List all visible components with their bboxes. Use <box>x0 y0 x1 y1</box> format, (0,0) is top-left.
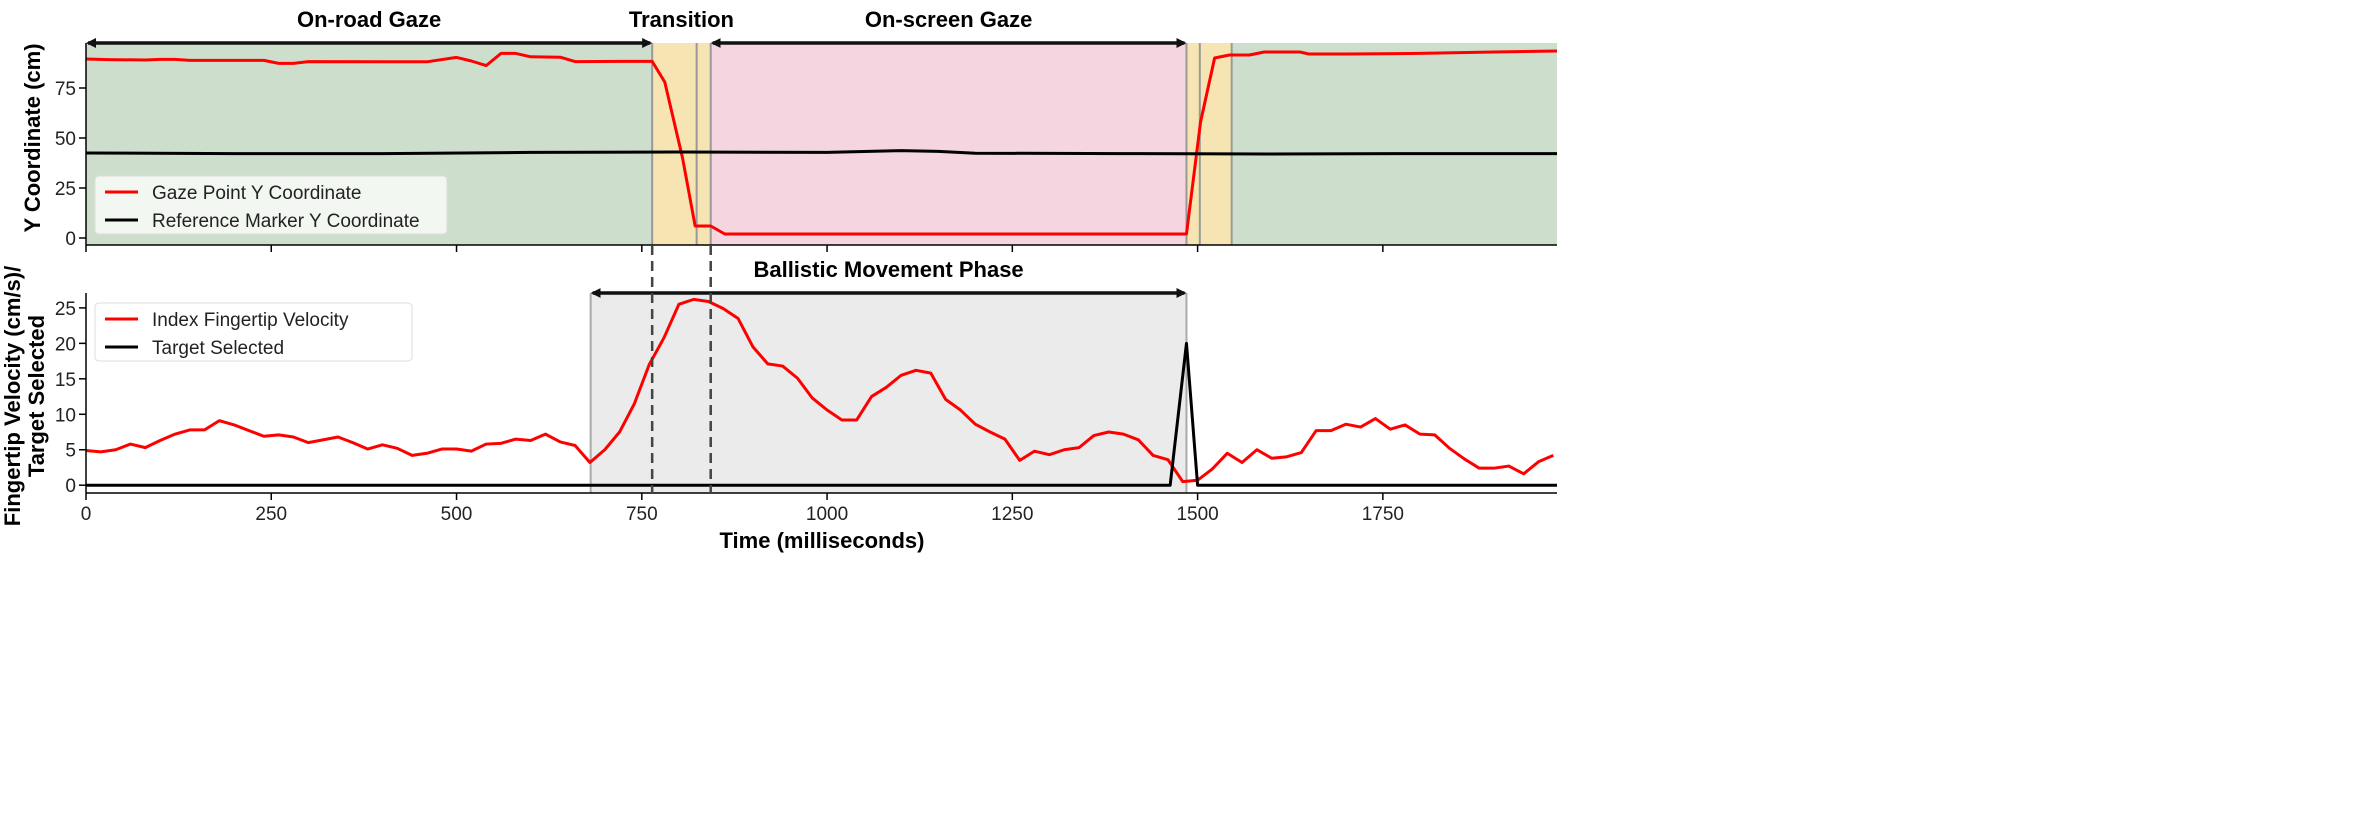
top-y-axis-label: Y Coordinate (cm) <box>20 43 45 232</box>
shaded-region <box>1186 43 1232 245</box>
shaded-region <box>1231 43 1557 245</box>
legend-box <box>94 302 413 362</box>
legend-entry: Gaze Point Y Coordinate <box>152 183 362 204</box>
y-tick-label: 20 <box>55 334 76 355</box>
legend-entry: Target Selected <box>152 338 284 359</box>
annotation-label: On-road Gaze <box>297 7 441 32</box>
legend: Index Fingertip Velocity Target Selected <box>94 302 413 362</box>
shaded-region <box>590 293 1187 493</box>
y-tick-label: 10 <box>55 405 76 426</box>
annotation-label: Transition <box>629 7 734 32</box>
y-tick-label: 0 <box>65 476 76 497</box>
y-tick-label: 0 <box>65 229 76 250</box>
y-tick-label: 25 <box>55 179 76 200</box>
annotation-label: On-screen Gaze <box>865 7 1033 32</box>
y-tick-label: 25 <box>55 299 76 320</box>
legend-entry: Reference Marker Y Coordinate <box>152 211 420 232</box>
x-tick-label: 1000 <box>806 504 848 525</box>
annotation-label: Ballistic Movement Phase <box>753 257 1023 282</box>
y-tick-label: 50 <box>55 129 76 150</box>
x-axis-label: Time (milliseconds) <box>720 528 925 553</box>
x-tick-label: 1250 <box>991 504 1033 525</box>
x-tick-label: 250 <box>255 504 287 525</box>
x-tick-label: 0 <box>81 504 92 525</box>
bottom-y-axis-label-line2: Target Selected <box>24 315 49 477</box>
series-line-target-selected <box>86 341 1557 487</box>
x-tick-label: 750 <box>626 504 658 525</box>
y-tick-label: 5 <box>65 441 76 462</box>
series-line-gaze-point-y-coordinate <box>85 49 1558 236</box>
series-line-index-fingertip-velocity <box>85 297 1554 484</box>
y-tick-label: 15 <box>55 370 76 391</box>
shaded-region <box>710 43 1187 245</box>
bottom-y-axis-label-line1: Fingertip Velocity (cm/s)/ <box>0 266 25 526</box>
legend-entry: Index Fingertip Velocity <box>152 310 349 331</box>
x-tick-label: 1750 <box>1362 504 1404 525</box>
x-tick-label: 1500 <box>1176 504 1218 525</box>
x-tick-label: 500 <box>441 504 473 525</box>
legend: Gaze Point Y Coordinate Reference Marker … <box>94 175 448 235</box>
series-line-reference-marker-y-coordinate <box>85 149 1557 156</box>
top-panel: 0 25 50 75 On-road Gaze Transition On-screen G… <box>55 7 1558 252</box>
legend-box <box>94 175 448 235</box>
y-tick-label: 75 <box>55 79 76 100</box>
